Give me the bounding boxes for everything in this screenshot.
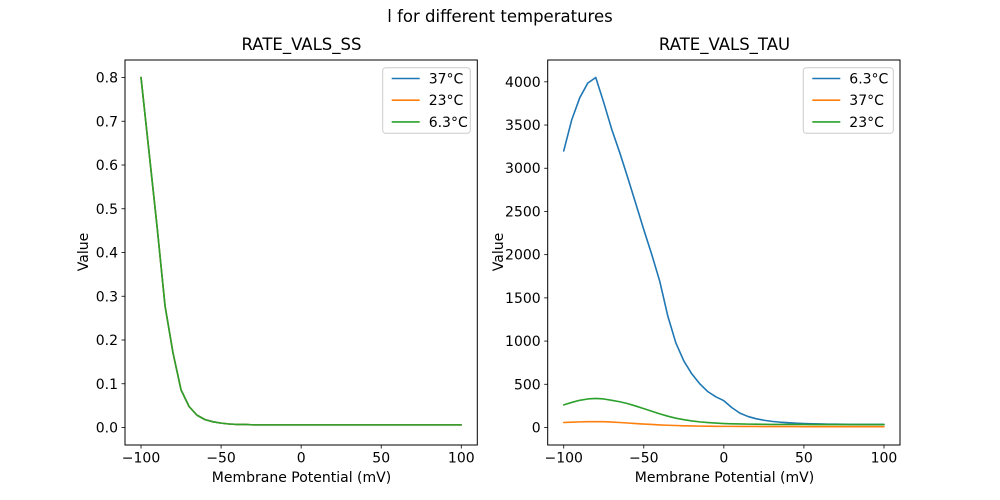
legend: 37°C 23°C 6.3°C xyxy=(382,67,471,134)
series-line-37c xyxy=(562,420,885,428)
legend-label: 23°C xyxy=(849,115,884,131)
y-tick-label: 0.8 xyxy=(96,71,118,87)
x-tick-label: −50 xyxy=(629,451,659,467)
x-tick-label: 50 xyxy=(795,451,813,467)
legend-label: 37°C xyxy=(429,72,464,88)
legend-label: 6.3°C xyxy=(849,72,888,88)
y-tick-label: 1000 xyxy=(505,334,541,350)
legend: 6.3°C 37°C 23°C xyxy=(802,67,894,134)
y-tick-label: 3500 xyxy=(505,118,541,134)
y-tick-label: 0.2 xyxy=(96,333,118,349)
y-tick-label: 0 xyxy=(532,421,541,437)
series-line-63c xyxy=(140,76,463,426)
axes-frame xyxy=(547,59,901,446)
legend-box xyxy=(802,67,894,134)
x-tick-label: 0 xyxy=(297,451,306,467)
legend-box xyxy=(382,67,471,134)
y-tick-label: 500 xyxy=(514,377,541,393)
y-tick-label: 0.4 xyxy=(96,246,118,262)
subplot-tau-xlabel: Membrane Potential (mV) xyxy=(634,470,815,486)
subplot-tau-ylabel: Value xyxy=(491,232,507,272)
subplot-tau-title: RATE_VALS_TAU xyxy=(658,35,791,54)
legend-label: 37°C xyxy=(849,93,884,109)
y-tick-label: 3000 xyxy=(505,161,541,177)
series-line-23c xyxy=(562,397,885,426)
subplot-ss-ylabel: Value xyxy=(76,232,92,272)
axes-tau: −100 −50 0 50 100050010001500200025003000350… xyxy=(505,59,901,467)
y-tick-label: 1500 xyxy=(505,291,541,307)
y-tick-label: 2000 xyxy=(505,248,541,264)
y-tick-label: 0.0 xyxy=(96,421,118,437)
y-tick-label: 0.7 xyxy=(96,114,118,130)
y-tick-label: 0.5 xyxy=(96,202,118,218)
x-tick-label: −100 xyxy=(544,451,582,467)
axes-frame xyxy=(124,59,478,446)
x-tick-label: −50 xyxy=(206,451,236,467)
figure-title: l for different temperatures xyxy=(387,7,613,26)
y-tick-label: 0.6 xyxy=(96,158,118,174)
x-tick-label: 0 xyxy=(719,451,728,467)
x-tick-label: −100 xyxy=(122,451,160,467)
axes-ss: −100 −50 0 50 100 0.0 0.1 0.2 0.3 0.4 0.5 0.6 0.7 0.8… xyxy=(96,59,478,467)
y-tick-label: 2500 xyxy=(505,204,541,220)
legend-label: 6.3°C xyxy=(429,115,468,131)
y-tick-label: 0.3 xyxy=(96,289,118,305)
y-tick-label: 0.1 xyxy=(96,377,118,393)
subplot-ss-title: RATE_VALS_SS xyxy=(241,35,362,54)
y-tick-label: 4000 xyxy=(505,75,541,91)
legend-label: 23°C xyxy=(429,93,464,109)
x-tick-label: 100 xyxy=(871,451,898,467)
x-tick-label: 50 xyxy=(372,451,390,467)
x-tick-label: 100 xyxy=(448,451,475,467)
subplot-ss-xlabel: Membrane Potential (mV) xyxy=(211,470,392,486)
